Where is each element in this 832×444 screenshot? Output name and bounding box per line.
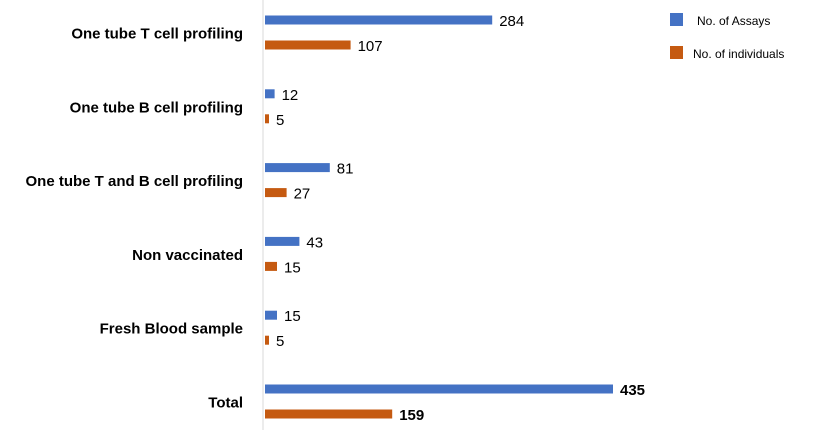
data-label-no-of-assays-fresh-blood-sample: 15: [284, 308, 301, 325]
category-label-one-tube-t-and-b-cell-profiling: One tube T and B cell profiling: [25, 173, 243, 190]
data-label-no-of-assays-one-tube-t-and-b-cell-profiling: 81: [337, 161, 354, 178]
bar-no-of-individuals-one-tube-b-cell-profiling: [265, 114, 269, 124]
data-label-no-of-assays-non-vaccinated: 43: [306, 234, 323, 251]
data-label-no-of-individuals-one-tube-b-cell-profiling: 5: [276, 112, 284, 129]
bar-no-of-assays-fresh-blood-sample: [265, 310, 277, 320]
data-label-no-of-individuals-non-vaccinated: 15: [284, 259, 301, 276]
bar-no-of-assays-one-tube-t-and-b-cell-profiling: [265, 163, 330, 173]
data-label-no-of-assays-total: 435: [620, 382, 645, 399]
data-label-no-of-assays-one-tube-b-cell-profiling: 12: [282, 87, 299, 104]
category-labels: One tube T cell profiling One tube B cell…: [25, 26, 243, 412]
category-label-one-tube-t-cell-profiling: One tube T cell profiling: [71, 26, 243, 43]
bar-no-of-assays-total: [265, 384, 613, 394]
bar-no-of-assays-non-vaccinated: [265, 236, 300, 246]
data-label-no-of-individuals-one-tube-t-cell-profiling: 107: [358, 38, 383, 55]
bar-no-of-individuals-non-vaccinated: [265, 261, 277, 271]
legend-swatch-no-of-individuals: [670, 46, 683, 59]
category-label-fresh-blood-sample: Fresh Blood sample: [100, 321, 243, 338]
legend-label-no-of-individuals: No. of individuals: [693, 47, 784, 61]
bar-no-of-individuals-total: [265, 409, 393, 419]
category-label-total: Total: [208, 395, 243, 412]
bar-no-of-individuals-one-tube-t-cell-profiling: [265, 40, 351, 50]
legend-swatch-no-of-assays: [670, 13, 683, 26]
category-label-one-tube-b-cell-profiling: One tube B cell profiling: [70, 99, 243, 116]
category-label-non-vaccinated: Non vaccinated: [132, 247, 243, 264]
bar-no-of-individuals-one-tube-t-and-b-cell-profiling: [265, 188, 287, 198]
bar-no-of-assays-one-tube-t-cell-profiling: [265, 15, 493, 25]
data-label-no-of-individuals-total: 159: [399, 407, 424, 424]
bar-no-of-assays-one-tube-b-cell-profiling: [265, 89, 275, 99]
data-label-no-of-assays-one-tube-t-cell-profiling: 284: [499, 13, 524, 30]
data-label-no-of-individuals-one-tube-t-and-b-cell-profiling: 27: [294, 186, 311, 203]
data-label-no-of-individuals-fresh-blood-sample: 5: [276, 333, 284, 350]
legend-label-no-of-assays: No. of Assays: [697, 14, 770, 28]
legend: No. of Assays No. of individuals: [670, 13, 784, 61]
bar-no-of-individuals-fresh-blood-sample: [265, 335, 269, 345]
